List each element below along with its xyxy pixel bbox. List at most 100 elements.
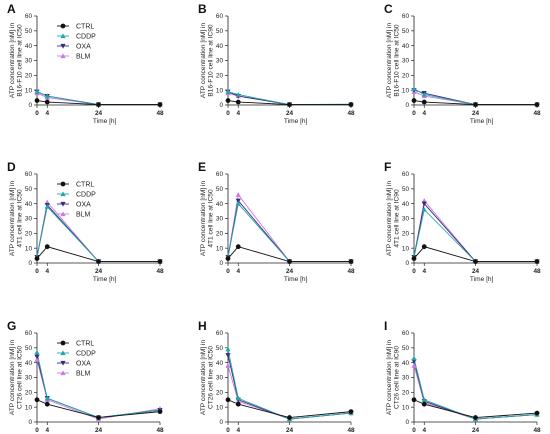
- x-tick-label: 4: [45, 427, 49, 434]
- y-tick-label: 40: [402, 360, 410, 367]
- y-tick-label: 60: [216, 13, 224, 20]
- data-point-cddp: [235, 201, 241, 206]
- data-point-cddp: [225, 346, 231, 352]
- y-axis-title-line: ATP concentration [nM] in: [200, 340, 207, 416]
- y-tick-label: 60: [216, 171, 224, 178]
- panel-g: G0102030405060042448Time [h]ATP concentr…: [7, 319, 164, 434]
- y-axis-title: ATP concentration [nM] inCT26 cell line …: [9, 340, 24, 416]
- data-point-ctrl: [348, 409, 354, 415]
- legend-marker-oxa: [60, 360, 66, 366]
- legend-marker-cddp: [60, 350, 66, 356]
- y-tick-label: 10: [402, 245, 410, 252]
- y-axis-title-line: CT26 cell line at IC50: [17, 346, 24, 409]
- data-point-ctrl: [534, 102, 540, 107]
- x-axis-title: Time [h]: [93, 276, 117, 283]
- series-line-blm: [413, 199, 537, 262]
- x-tick-label: 24: [95, 268, 103, 275]
- x-tick-label: 0: [412, 110, 416, 117]
- data-point-cddp: [411, 86, 417, 91]
- data-point-ctrl: [225, 397, 231, 403]
- x-tick-label: 0: [226, 268, 230, 275]
- data-point-ctrl: [411, 397, 417, 403]
- x-tick-label: 0: [35, 110, 39, 117]
- y-tick-label: 40: [25, 360, 33, 367]
- x-tick-label: 24: [286, 427, 294, 434]
- legend-marker-ctrl: [60, 340, 66, 346]
- data-point-ctrl: [157, 259, 163, 264]
- series-line-blm: [413, 365, 538, 420]
- data-point-cddp: [411, 355, 417, 361]
- data-point-ctrl: [96, 102, 101, 107]
- y-tick-label: 0: [405, 260, 409, 267]
- y-axis-title: ATP concentration [nM] in4T1 cell line a…: [9, 181, 24, 257]
- y-tick-label: 60: [25, 13, 33, 20]
- y-tick-label: 50: [402, 345, 410, 352]
- x-tick-label: 48: [347, 427, 355, 434]
- y-tick-label: 40: [402, 201, 410, 208]
- legend-marker-blm: [60, 53, 66, 59]
- data-point-cddp: [235, 395, 241, 401]
- x-tick-label: 24: [472, 110, 480, 117]
- series-line-cddp: [36, 352, 161, 419]
- y-tick-label: 50: [216, 345, 224, 352]
- y-tick-label: 20: [216, 231, 224, 238]
- y-tick-label: 40: [216, 43, 224, 50]
- data-point-cddp: [421, 397, 427, 402]
- data-point-ctrl: [473, 259, 478, 264]
- y-tick-label: 20: [216, 73, 224, 80]
- legend-label-blm: BLM: [76, 212, 91, 219]
- y-tick-label: 20: [402, 73, 410, 80]
- x-tick-label: 48: [533, 427, 541, 434]
- x-tick-label: 24: [286, 268, 294, 275]
- data-point-blm: [235, 192, 241, 197]
- data-point-cddp: [225, 89, 231, 94]
- series-line-ctrl: [413, 246, 537, 262]
- x-tick-label: 4: [422, 427, 426, 434]
- y-tick-label: 60: [216, 330, 224, 337]
- panel-letter: C: [384, 2, 393, 16]
- x-tick-label: 48: [156, 268, 164, 275]
- legend-marker-oxa: [60, 201, 66, 207]
- data-point-cddp: [44, 204, 50, 209]
- y-tick-label: 10: [25, 404, 33, 411]
- x-tick-label: 4: [236, 268, 240, 275]
- data-point-cddp: [34, 349, 40, 355]
- data-point-ctrl: [34, 256, 40, 261]
- y-tick-label: 0: [28, 260, 32, 267]
- y-tick-label: 10: [402, 87, 410, 94]
- panel-letter: E: [198, 160, 206, 174]
- data-point-ctrl: [287, 259, 292, 264]
- panel-letter: F: [384, 160, 391, 174]
- data-point-ctrl: [225, 256, 231, 261]
- y-tick-label: 0: [28, 102, 32, 109]
- data-point-cddp: [235, 92, 241, 97]
- y-tick-label: 20: [402, 231, 410, 238]
- data-point-blm: [34, 357, 40, 362]
- data-point-ctrl: [235, 401, 241, 407]
- y-axis-title-line: B16-F10 cell line at IC90: [208, 24, 215, 97]
- y-tick-label: 40: [402, 43, 410, 50]
- series-line-oxa: [36, 204, 160, 262]
- panel-letter: B: [198, 2, 207, 16]
- series-line-ctrl: [227, 100, 351, 106]
- data-point-oxa: [421, 201, 427, 207]
- x-tick-label: 24: [286, 110, 294, 117]
- x-tick-label: 0: [412, 268, 416, 275]
- data-point-ctrl: [44, 99, 50, 105]
- y-tick-label: 0: [219, 260, 223, 267]
- y-axis-title-line: 4T1 cell line at IC50: [17, 189, 24, 248]
- series-line-cddp: [227, 349, 352, 420]
- legend-marker-blm: [60, 370, 66, 376]
- y-axis-title-line: 4T1 cell line at IC90: [394, 189, 401, 248]
- y-axis-title-line: B16-F10 cell line at IC50: [394, 24, 401, 97]
- y-tick-label: 50: [402, 186, 410, 193]
- y-tick-label: 50: [25, 28, 33, 35]
- y-tick-label: 10: [25, 245, 33, 252]
- x-tick-label: 4: [422, 268, 426, 275]
- y-tick-label: 0: [405, 102, 409, 109]
- data-point-ctrl: [225, 98, 231, 103]
- panel-letter: D: [7, 160, 16, 174]
